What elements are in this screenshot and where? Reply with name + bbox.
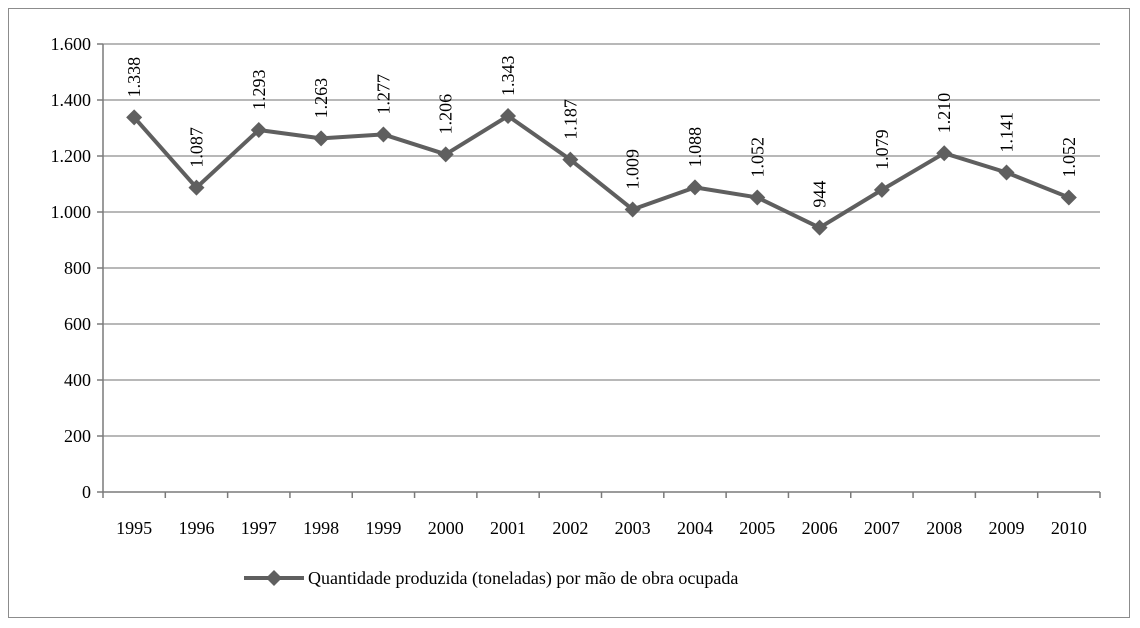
data-label-1996: 1.087 — [186, 127, 206, 168]
y-tick-label: 600 — [64, 314, 91, 334]
legend-series-name: Quantidade produzida (toneladas) por mão… — [308, 568, 738, 589]
data-label-1999: 1.277 — [373, 74, 393, 115]
x-tick-label-2006: 2006 — [802, 518, 838, 538]
y-tick-label: 1.200 — [51, 146, 92, 166]
y-tick-label: 800 — [64, 258, 91, 278]
chart-frame — [8, 8, 1130, 618]
x-tick-label-2003: 2003 — [615, 518, 651, 538]
legend: Quantidade produzida (toneladas) por mão… — [244, 568, 738, 589]
data-point-marker-2005 — [749, 189, 766, 206]
data-label-2006: 944 — [810, 181, 830, 208]
data-point-marker-2008 — [936, 145, 953, 162]
series-line — [132, 113, 1070, 230]
y-tick-label: 1.000 — [51, 202, 92, 222]
data-label-1997: 1.293 — [249, 69, 269, 110]
x-tick-label-2005: 2005 — [739, 518, 775, 538]
data-point-marker-2004 — [686, 179, 703, 196]
data-label-2004: 1.088 — [685, 127, 705, 168]
data-labels: 1.338 1.087 1.293 1.263 1.277 1.206 1.343 1.187… — [124, 55, 1079, 207]
data-label-2002: 1.187 — [560, 99, 580, 140]
y-tick-label: 400 — [64, 370, 91, 390]
x-tick-label-1996: 1996 — [178, 518, 214, 538]
data-point-marker-1998 — [313, 130, 330, 147]
y-tick-label: 0 — [82, 482, 91, 502]
x-tick-label-2007: 2007 — [864, 518, 900, 538]
axes — [97, 43, 1101, 498]
data-point-marker-2002 — [562, 151, 579, 168]
x-tick-label-2008: 2008 — [926, 518, 962, 538]
y-tick-label: 200 — [64, 426, 91, 446]
gridlines — [103, 43, 1100, 437]
data-point-marker-2001 — [500, 107, 517, 124]
data-point-marker-2009 — [998, 164, 1015, 181]
data-point-marker-2006 — [811, 219, 828, 236]
x-tick-label-1995: 1995 — [116, 518, 152, 538]
data-label-1995: 1.338 — [124, 57, 144, 98]
x-axis-ticks: 1995 1996 1997 1998 1999 2000 2001 2002 2003 2004… — [116, 518, 1087, 538]
data-label-2000: 1.206 — [436, 94, 456, 135]
data-label-2008: 1.210 — [934, 93, 954, 134]
data-point-marker-2007 — [873, 181, 890, 198]
y-tick-label: 1.400 — [51, 90, 92, 110]
x-tick-label-2002: 2002 — [552, 518, 588, 538]
x-tick-label-2009: 2009 — [989, 518, 1025, 538]
x-tick-label-1997: 1997 — [241, 518, 277, 538]
y-axis-ticks: 0 200 400 600 800 1.000 1.200 1.400 1.600 — [51, 34, 92, 502]
data-point-marker-1999 — [375, 126, 392, 143]
data-point-marker-2003 — [624, 201, 641, 218]
x-tick-label-2010: 2010 — [1051, 518, 1087, 538]
data-label-2001: 1.343 — [498, 55, 518, 96]
x-tick-label-1999: 1999 — [365, 518, 401, 538]
x-tick-label-2000: 2000 — [428, 518, 464, 538]
legend-diamond-marker — [266, 570, 282, 586]
data-label-2009: 1.141 — [997, 112, 1017, 153]
x-tick-label-2004: 2004 — [677, 518, 713, 538]
data-point-marker-1997 — [250, 121, 267, 138]
data-point-marker-1995 — [126, 109, 143, 126]
data-label-1998: 1.263 — [311, 78, 331, 119]
data-label-2007: 1.079 — [872, 129, 892, 170]
data-point-marker-2000 — [437, 146, 454, 163]
x-tick-label-1998: 1998 — [303, 518, 339, 538]
y-tick-label: 1.600 — [51, 34, 92, 54]
data-label-2003: 1.009 — [623, 149, 643, 190]
series-layer — [126, 107, 1077, 236]
data-point-marker-2010 — [1060, 189, 1077, 206]
x-tick-label-2001: 2001 — [490, 518, 526, 538]
data-point-marker-1996 — [188, 179, 205, 196]
data-label-2010: 1.052 — [1059, 137, 1079, 178]
data-label-2005: 1.052 — [747, 137, 767, 178]
